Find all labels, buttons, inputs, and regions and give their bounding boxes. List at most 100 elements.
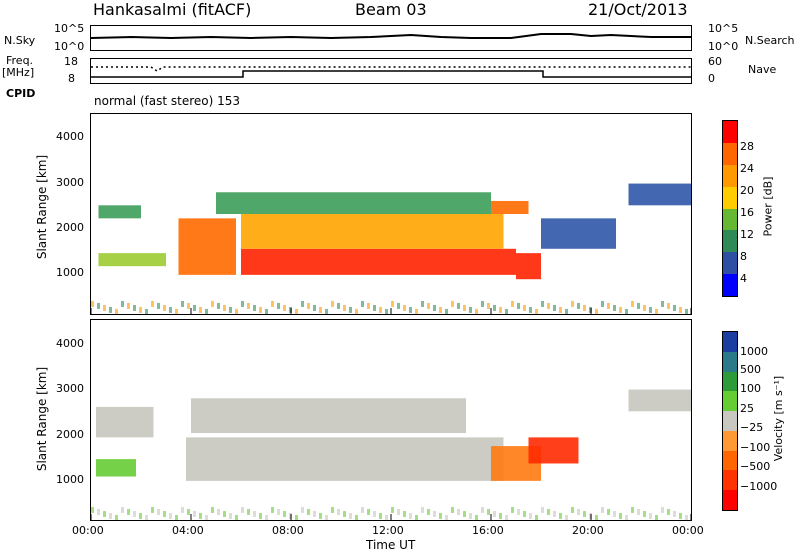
nsky-tick-top: 10^5 <box>54 22 85 35</box>
velocity-ylabel: Slant Range [km] <box>35 366 50 472</box>
xtick-5: 20:00 <box>572 524 604 537</box>
ground-scatter-mark <box>115 308 118 314</box>
ground-scatter-mark <box>325 514 328 520</box>
ground-scatter-mark <box>559 512 562 519</box>
ground-scatter-mark <box>157 508 160 515</box>
colorbar-segment <box>723 142 737 166</box>
ground-scatter-mark <box>517 508 520 515</box>
ground-scatter-mark <box>667 508 670 515</box>
ground-scatter-mark <box>319 512 322 519</box>
ground-scatter-mark <box>619 512 622 519</box>
ground-scatter-mark <box>583 304 586 311</box>
velocity-plot <box>90 319 692 521</box>
ground-scatter-mark <box>505 514 508 520</box>
ground-scatter-mark <box>217 302 220 309</box>
xtick-6: 00:00 <box>672 524 704 537</box>
colorbar-segment <box>723 252 737 275</box>
ground-scatter-mark <box>559 306 562 313</box>
nsky-panel <box>90 25 692 51</box>
ground-scatter-mark <box>331 300 334 307</box>
ground-scatter-mark <box>625 514 628 520</box>
ground-scatter-mark <box>655 514 658 520</box>
velocity-ytick-4000: 4000 <box>56 337 84 350</box>
ground-scatter-mark <box>301 506 304 513</box>
ground-scatter-mark <box>553 304 556 311</box>
ground-scatter-mark <box>439 512 442 519</box>
ground-scatter-mark <box>151 506 154 513</box>
ground-scatter-mark <box>631 300 634 307</box>
power-cb-tick-28: 28 <box>740 140 754 153</box>
power-cb-tick-24: 24 <box>740 162 754 175</box>
ground-scatter-mark <box>319 306 322 313</box>
power-ytick-2000: 2000 <box>56 221 84 234</box>
ground-scatter-mark <box>175 514 178 520</box>
power-cb-tick-8: 8 <box>740 250 747 263</box>
ground-scatter-mark <box>529 512 532 519</box>
ground-scatter-mark <box>385 308 388 314</box>
ground-scatter-mark <box>349 512 352 519</box>
ground-scatter-mark <box>547 302 550 309</box>
velocity-cb-tick-25: 25 <box>740 402 754 415</box>
nave-label: Nave <box>748 63 777 76</box>
ground-scatter-mark <box>259 512 262 519</box>
heatmap-region <box>541 218 616 249</box>
velocity-cb-tick-100: 100 <box>740 382 761 395</box>
ground-scatter-mark <box>637 508 640 515</box>
ground-scatter-mark <box>613 304 616 311</box>
nsky-trace <box>91 33 691 40</box>
ground-scatter-mark <box>475 308 478 314</box>
ground-scatter-mark <box>601 506 604 513</box>
heatmap-region <box>516 253 541 280</box>
velocity-cb-tick-1000: 1000 <box>740 345 768 358</box>
ground-scatter-mark <box>121 506 124 513</box>
ground-scatter-mark <box>175 308 178 314</box>
nsearch-tick-bottom: 10^0 <box>708 40 739 53</box>
power-cb-label: Power [dB] <box>761 176 775 237</box>
ground-scatter-mark <box>625 308 628 314</box>
ground-scatter-mark <box>535 308 538 314</box>
heatmap-region <box>96 406 154 438</box>
freq-panel <box>90 58 692 84</box>
colorbar-segment <box>723 121 737 144</box>
velocity-heatmap <box>91 389 691 520</box>
ground-scatter-mark <box>391 300 394 307</box>
ground-scatter-mark <box>187 302 190 309</box>
ground-scatter-mark <box>313 304 316 311</box>
xaxis-label: Time UT <box>366 538 416 552</box>
colorbar-segment <box>723 391 737 412</box>
heatmap-region <box>191 398 466 434</box>
ground-scatter-mark <box>283 510 286 517</box>
ground-scatter-mark <box>643 304 646 311</box>
freq-tick-top: 18 <box>64 55 78 68</box>
nsearch-tick-top: 10^5 <box>708 22 739 35</box>
freq-unit: [MHz] <box>2 66 35 79</box>
ground-scatter-mark <box>157 302 160 309</box>
ground-scatter-mark <box>583 510 586 517</box>
station-title: Hankasalmi (fitACF) <box>93 0 252 19</box>
ground-scatter-mark <box>655 308 658 314</box>
ground-scatter-mark <box>679 306 682 313</box>
ground-scatter-mark <box>481 506 484 513</box>
power-ytick-3000: 3000 <box>56 176 84 189</box>
ground-scatter-mark <box>295 514 298 520</box>
ground-scatter-mark <box>97 302 100 309</box>
ground-scatter-mark <box>193 304 196 311</box>
ground-scatter-mark <box>127 302 130 309</box>
ground-scatter-mark <box>277 302 280 309</box>
ground-scatter-mark <box>217 508 220 515</box>
ground-scatter-mark <box>415 514 418 520</box>
power-plot <box>90 113 692 315</box>
ground-scatter-mark <box>649 512 652 519</box>
ground-scatter-mark <box>187 508 190 515</box>
ground-scatter-mark <box>685 308 688 314</box>
nave-tick-bottom: 0 <box>708 72 715 85</box>
ground-scatter-mark <box>115 514 118 520</box>
freq-tick-bottom: 8 <box>68 72 75 85</box>
ground-scatter-mark <box>463 510 466 517</box>
velocity-ytick-2000: 2000 <box>56 428 84 441</box>
ground-scatter-mark <box>661 506 664 513</box>
heatmap-region <box>98 205 141 219</box>
ground-scatter-mark <box>259 306 262 313</box>
ground-scatter-mark <box>169 512 172 519</box>
ground-scatter-mark <box>445 308 448 314</box>
